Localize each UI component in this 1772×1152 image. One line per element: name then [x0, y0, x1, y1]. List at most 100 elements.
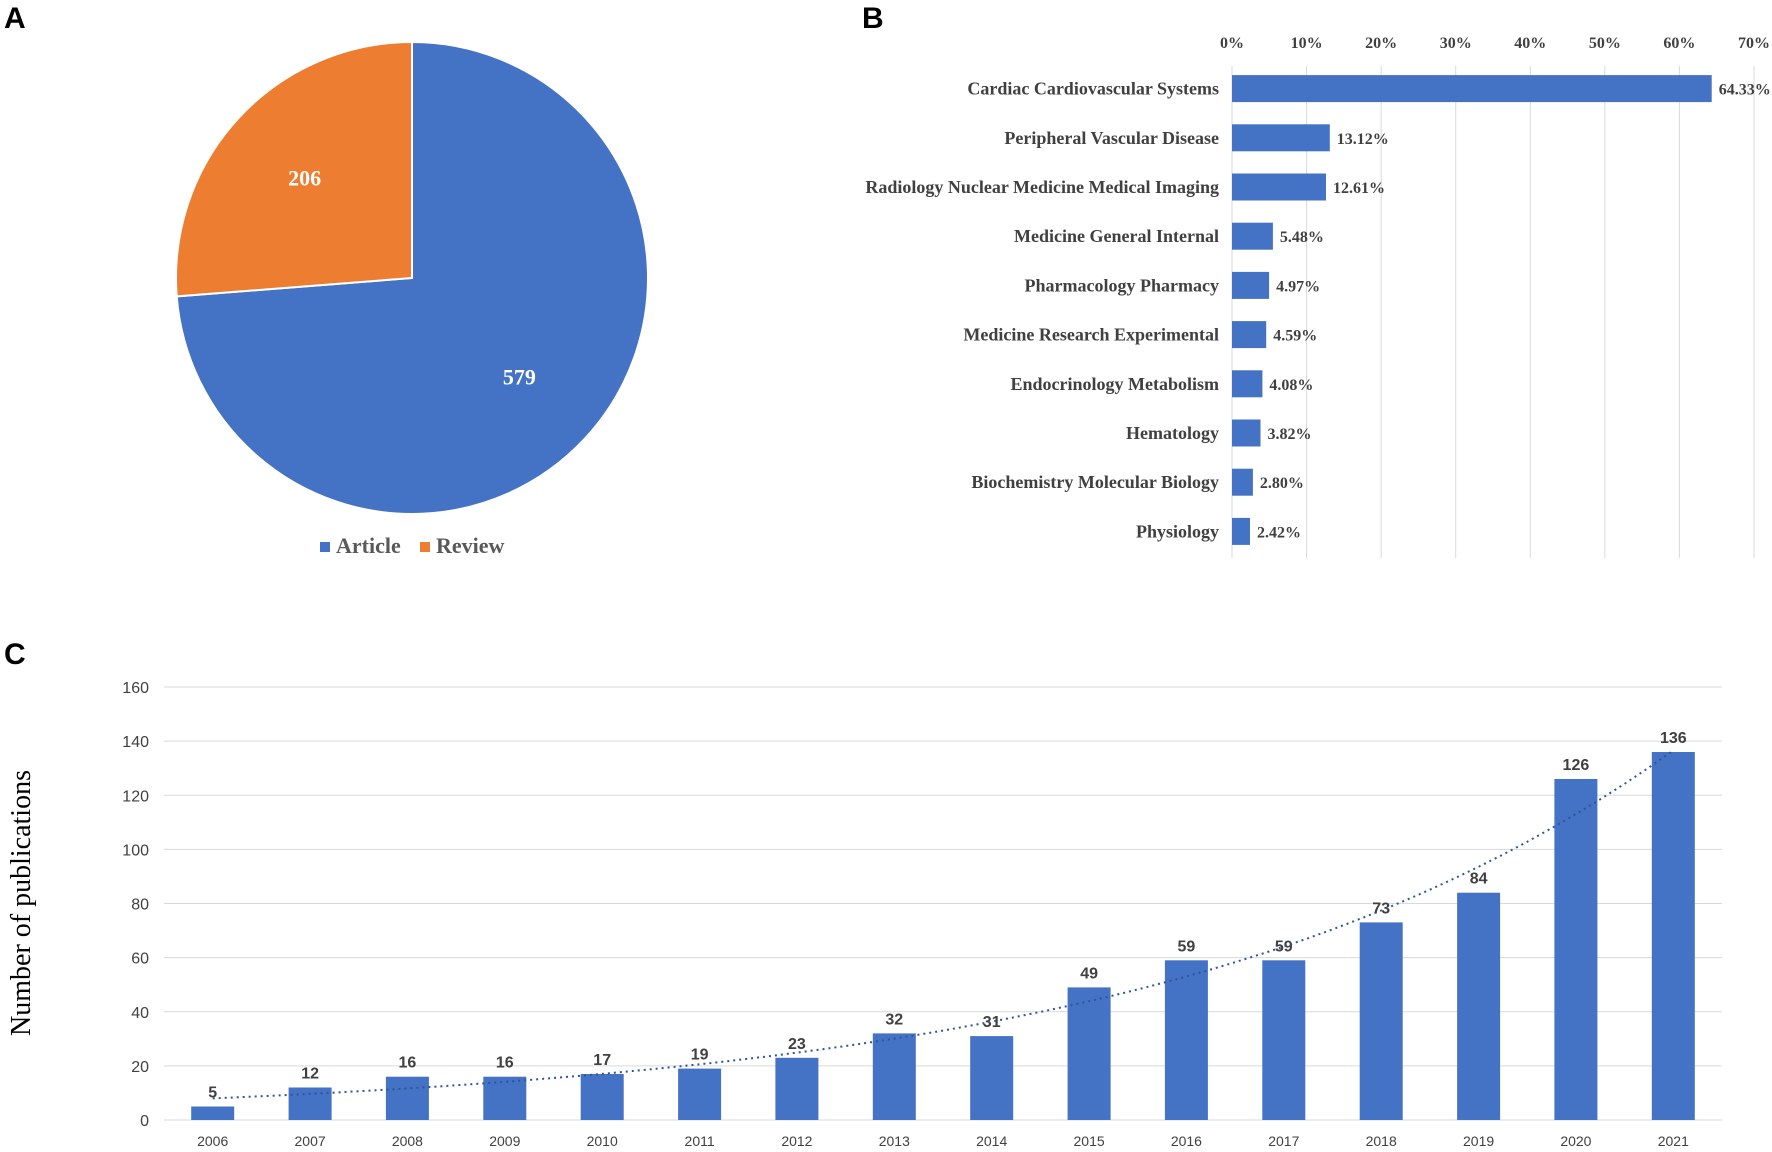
category-label: Biochemistry Molecular Biology	[971, 472, 1219, 492]
bar	[1232, 468, 1253, 496]
pie-data-label: 579	[503, 364, 536, 389]
bar-value-label: 59	[1275, 938, 1293, 955]
x-tick-label: 2009	[489, 1133, 520, 1149]
x-tick-label: 70%	[1738, 35, 1770, 52]
bar-value-label: 19	[691, 1047, 709, 1064]
legend-label-review: Review	[436, 533, 505, 558]
legend-label-article: Article	[336, 533, 401, 558]
bar-value-label: 84	[1470, 871, 1488, 888]
x-tick-label: 2016	[1171, 1133, 1202, 1149]
category-label: Endocrinology Metabolism	[1010, 374, 1219, 394]
bar	[1651, 752, 1695, 1120]
category-label: Medicine General Internal	[1014, 226, 1219, 246]
x-tick-label: 2012	[781, 1133, 812, 1149]
x-tick-label: 2018	[1366, 1133, 1397, 1149]
bar-value-label: 2.80%	[1260, 475, 1304, 492]
bar-value-label: 17	[593, 1052, 611, 1069]
bar-value-label: 32	[885, 1011, 903, 1028]
y-tick-label: 120	[122, 788, 149, 805]
bar	[1232, 517, 1250, 545]
category-label: Hematology	[1126, 423, 1219, 443]
x-tick-label: 60%	[1663, 35, 1695, 52]
bar-value-label: 3.82%	[1268, 426, 1312, 443]
bar	[1232, 321, 1267, 349]
bar	[1232, 75, 1712, 103]
panel-label-b: B	[862, 2, 884, 35]
x-tick-label: 30%	[1440, 35, 1472, 52]
bar	[1232, 124, 1330, 152]
bar	[1457, 892, 1501, 1120]
x-tick-label: 10%	[1291, 35, 1323, 52]
bar	[288, 1087, 332, 1120]
bar	[970, 1036, 1014, 1120]
bar-value-label: 12.61%	[1333, 180, 1385, 197]
legend-swatch-review	[420, 542, 430, 552]
bar-value-label: 31	[983, 1014, 1001, 1031]
x-tick-label: 2008	[392, 1133, 423, 1149]
bar-value-label: 12	[301, 1066, 319, 1083]
x-tick-label: 2020	[1560, 1133, 1591, 1149]
bar-value-label: 73	[1372, 900, 1390, 917]
bar	[1067, 987, 1111, 1120]
y-axis-title: Number of publications	[6, 770, 37, 1036]
bar	[385, 1076, 429, 1120]
bar	[191, 1106, 235, 1120]
bar-value-label: 13.12%	[1337, 131, 1389, 148]
legend-swatch-article	[320, 542, 330, 552]
bar-value-label: 23	[788, 1036, 806, 1053]
bar	[1262, 960, 1306, 1120]
bar	[580, 1074, 624, 1120]
bar	[872, 1033, 916, 1120]
bar-value-label: 126	[1563, 757, 1590, 774]
panel-label-c: C	[4, 638, 26, 671]
x-tick-label: 2019	[1463, 1133, 1494, 1149]
y-tick-label: 60	[131, 951, 149, 968]
y-tick-label: 80	[131, 897, 149, 914]
x-tick-label: 2013	[879, 1133, 910, 1149]
category-label: Medicine Research Experimental	[963, 325, 1219, 345]
bar	[1359, 922, 1403, 1120]
x-tick-label: 20%	[1365, 35, 1397, 52]
y-tick-label: 0	[140, 1113, 149, 1130]
bar-value-label: 4.97%	[1276, 278, 1320, 295]
bar	[483, 1076, 527, 1120]
pie-data-label: 206	[288, 166, 321, 191]
bar-value-label: 64.33%	[1719, 82, 1771, 99]
bar	[1164, 960, 1208, 1120]
y-tick-label: 160	[122, 680, 149, 697]
bar	[678, 1068, 722, 1120]
x-tick-label: 2015	[1074, 1133, 1105, 1149]
bar	[1232, 370, 1263, 398]
x-tick-label: 40%	[1514, 35, 1546, 52]
bar-value-label: 5	[208, 1085, 217, 1102]
bar-value-label: 16	[399, 1055, 417, 1072]
category-label: Radiology Nuclear Medicine Medical Imagi…	[865, 177, 1219, 197]
pie-chart: 579 206 Article Review	[175, 40, 649, 558]
pie-slice-review	[175, 40, 413, 298]
y-tick-label: 100	[122, 842, 149, 859]
bar-value-label: 4.59%	[1273, 328, 1317, 345]
x-tick-label: 50%	[1589, 35, 1621, 52]
bar	[1232, 271, 1270, 299]
category-label: Physiology	[1136, 521, 1219, 541]
publications-bar-chart: 0 20 40 60 80 100 120 140 160 Number of publicati…	[6, 680, 1722, 1149]
x-tick-label: 2007	[295, 1133, 326, 1149]
bar-value-label: 59	[1178, 938, 1196, 955]
bar-value-label: 4.08%	[1269, 377, 1313, 394]
trend-line	[212, 749, 1674, 1100]
x-tick-label: 2021	[1658, 1133, 1689, 1149]
bar	[1554, 779, 1598, 1120]
bar-value-label: 136	[1660, 730, 1687, 747]
x-tick-label: 2017	[1268, 1133, 1299, 1149]
bar	[775, 1057, 819, 1120]
bar-value-label: 49	[1080, 965, 1098, 982]
x-tick-label: 2006	[197, 1133, 228, 1149]
bar-value-label: 5.48%	[1280, 229, 1324, 246]
x-tick-label: 2014	[976, 1133, 1007, 1149]
bar	[1232, 419, 1261, 447]
category-label: Cardiac Cardiovascular Systems	[967, 79, 1219, 99]
y-tick-label: 20	[131, 1059, 149, 1076]
bar-value-label: 2.42%	[1257, 524, 1301, 541]
x-tick-label: 2011	[685, 1133, 715, 1149]
